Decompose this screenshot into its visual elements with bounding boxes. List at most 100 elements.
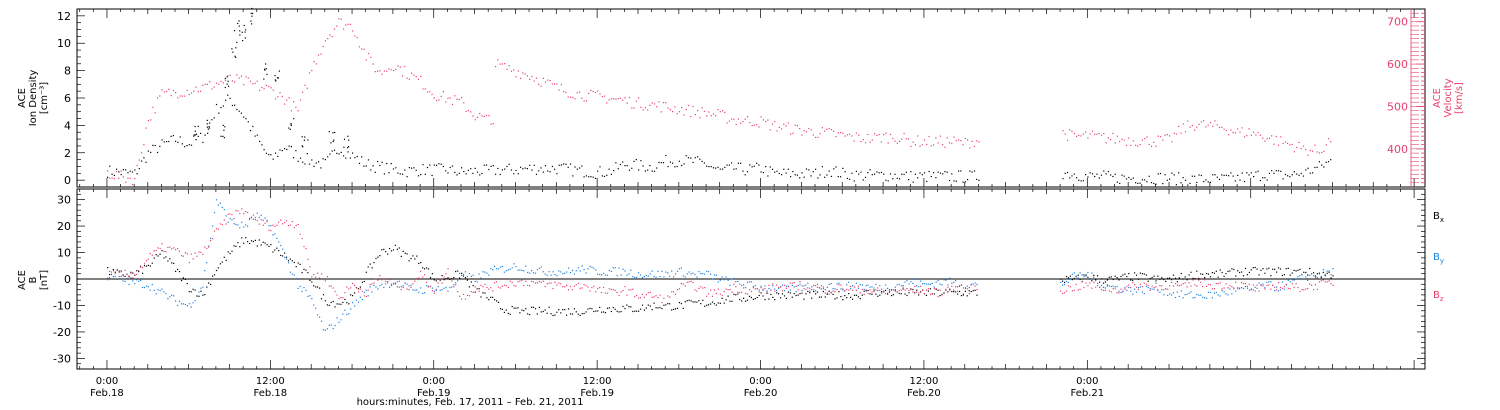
velocity-series-point xyxy=(1171,141,1173,143)
series-bx-point xyxy=(1250,269,1252,271)
series-bx-point xyxy=(245,237,247,239)
series-bz-point xyxy=(1213,288,1215,290)
series-bx-point xyxy=(373,262,375,264)
series-bx-point xyxy=(235,245,237,247)
velocity-series-point xyxy=(1087,137,1089,139)
series-by-point xyxy=(544,273,546,275)
series-bz-point xyxy=(1106,285,1108,287)
density-series-point xyxy=(905,171,907,173)
series-bz-point xyxy=(536,282,538,284)
series-by-point xyxy=(616,275,618,277)
series-by-point xyxy=(1207,291,1210,293)
series-bx-point xyxy=(484,292,486,294)
velocity-series-point xyxy=(1194,129,1196,131)
series-bz-point xyxy=(883,290,885,292)
density-outlier xyxy=(264,68,266,70)
series-bx-point xyxy=(902,288,904,290)
velocity-series-point xyxy=(740,122,742,124)
velocity-series-point xyxy=(288,97,290,99)
velocity-series-point xyxy=(642,109,644,111)
series-by-point xyxy=(890,288,893,291)
series-bz-point xyxy=(1100,289,1103,291)
series-bz-point xyxy=(112,270,114,272)
series-bx-point xyxy=(1264,272,1266,274)
series-bz-point xyxy=(816,286,819,288)
series-bx-point xyxy=(136,270,138,272)
series-bx-point xyxy=(412,255,414,257)
series-bz-point xyxy=(241,208,243,210)
series-by-point xyxy=(540,266,542,268)
series-bz-point xyxy=(206,247,208,250)
series-bx-point xyxy=(1262,268,1264,270)
velocity-series-point xyxy=(1264,140,1266,142)
density-series-point xyxy=(168,140,170,143)
series-bx-point xyxy=(266,244,268,246)
series-bx-point xyxy=(404,252,406,254)
density-outlier xyxy=(303,139,305,141)
series-by-point xyxy=(1079,272,1081,274)
density-series-point xyxy=(204,134,206,136)
series-by-point xyxy=(447,290,449,292)
density-outlier xyxy=(302,146,304,148)
series-bx-point xyxy=(1217,276,1219,278)
series-bx-point xyxy=(573,308,575,310)
series-by-point xyxy=(486,272,488,274)
density-series-point xyxy=(449,166,451,169)
series-bz-point xyxy=(671,291,673,293)
series-bz-point xyxy=(169,246,171,248)
series-bz-point xyxy=(881,292,883,294)
velocity-series-point xyxy=(245,76,247,78)
series-bx-point xyxy=(365,271,367,273)
density-series-point xyxy=(256,134,258,136)
series-by-point xyxy=(702,273,704,275)
series-bx-point xyxy=(177,268,179,271)
series-by-point xyxy=(408,285,410,287)
series-by-point xyxy=(647,275,649,277)
density-series-point xyxy=(343,155,345,157)
series-bz-point xyxy=(317,272,319,274)
series-by-point xyxy=(958,285,961,287)
series-by-point xyxy=(536,269,538,271)
density-series-point xyxy=(892,178,894,180)
density-series-point xyxy=(175,140,177,142)
series-by-point xyxy=(713,274,715,276)
series-bz-point xyxy=(1128,284,1130,286)
velocity-series-point xyxy=(263,88,265,90)
series-by-point xyxy=(1071,273,1073,275)
velocity-series-point xyxy=(912,141,914,143)
series-bz-point xyxy=(212,238,214,240)
series-bx-point xyxy=(608,307,610,309)
density-outlier xyxy=(275,80,277,82)
series-by-point xyxy=(270,225,272,227)
series-bx-point xyxy=(112,269,114,271)
velocity-series-point xyxy=(1316,151,1318,153)
series-bx-point xyxy=(612,307,614,309)
density-series-point xyxy=(240,112,242,114)
b-axis-label: [nT] xyxy=(39,270,50,290)
series-bx-point xyxy=(1110,276,1112,278)
series-bz-point xyxy=(1155,286,1157,288)
series-bx-point xyxy=(461,272,463,274)
series-bz-point xyxy=(855,289,857,291)
series-bz-point xyxy=(408,289,410,291)
velocity-series-point xyxy=(333,28,336,30)
velocity-series-point xyxy=(649,104,651,106)
series-bx-point xyxy=(914,292,916,294)
density-series-point xyxy=(313,165,315,167)
series-by-point xyxy=(610,270,612,272)
series-by-point xyxy=(178,300,181,302)
density-series-point xyxy=(526,168,528,170)
series-bz-point xyxy=(420,270,422,272)
series-bz-point xyxy=(960,284,963,286)
series-by-point xyxy=(852,285,854,287)
velocity-series-point xyxy=(1296,146,1298,148)
series-bx-point xyxy=(1266,268,1268,270)
series-by-point xyxy=(182,303,184,305)
series-bx-point xyxy=(309,279,311,281)
velocity-series-point xyxy=(524,73,526,75)
series-by-point xyxy=(1157,290,1159,292)
velocity-series-point xyxy=(1302,145,1305,147)
series-bz-point xyxy=(643,296,645,298)
series-by-point xyxy=(330,324,332,326)
series-bx-point xyxy=(1116,277,1118,279)
